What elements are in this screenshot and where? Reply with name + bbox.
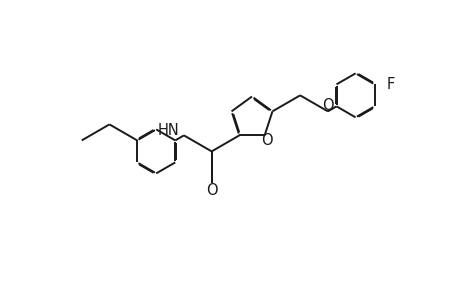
Text: F: F — [386, 77, 394, 92]
Text: O: O — [321, 98, 333, 113]
Text: O: O — [205, 183, 217, 198]
Text: HN: HN — [157, 123, 179, 138]
Text: O: O — [260, 134, 272, 148]
